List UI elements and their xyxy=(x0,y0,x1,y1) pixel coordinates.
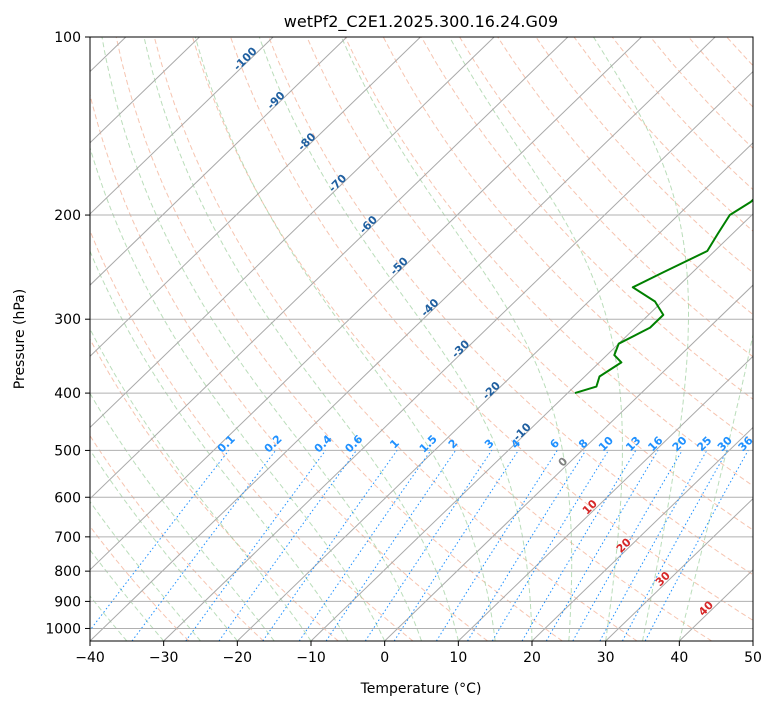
mixing-ratio-line xyxy=(325,450,457,641)
x-tick-label: −10 xyxy=(296,650,326,666)
isotherm-line xyxy=(90,37,642,571)
mixing-ratio-line xyxy=(298,450,432,641)
y-tick-label: 300 xyxy=(54,312,81,328)
isotherm-line xyxy=(236,142,753,641)
dry-adiabat xyxy=(497,37,753,316)
x-tick-label: −40 xyxy=(75,650,105,666)
dry-adiabat xyxy=(90,92,488,641)
y-tick-label: 700 xyxy=(54,530,81,546)
isotherm-line xyxy=(90,37,274,215)
dry-adiabat xyxy=(90,525,190,641)
x-tick-label: 50 xyxy=(744,650,762,666)
x-tick-label: 20 xyxy=(523,650,541,666)
isotherm-line xyxy=(90,37,569,500)
x-tick-label: 40 xyxy=(670,650,688,666)
moist-adiabat xyxy=(143,37,459,641)
moist-adiabat xyxy=(194,37,496,641)
isotherm-line xyxy=(90,37,716,641)
y-tick-label: 500 xyxy=(54,443,81,459)
plot-frame xyxy=(89,36,754,642)
chart-title: wetPf2_C2E1.2025.300.16.24.G09 xyxy=(284,12,558,32)
mixing-ratio-line xyxy=(621,450,728,641)
dry-adiabat xyxy=(192,37,712,641)
x-tick-label: 0 xyxy=(380,650,389,666)
moist-adiabat xyxy=(678,332,753,641)
dry-adiabats xyxy=(90,37,753,641)
x-axis-label: Temperature (°C) xyxy=(360,681,482,697)
moist-adiabat xyxy=(101,37,422,641)
mixing-ratio-line xyxy=(364,450,493,641)
x-tick-label: 30 xyxy=(597,650,615,666)
x-tick-label: −20 xyxy=(223,650,253,666)
isotherm-line xyxy=(384,284,753,641)
x-axis-ticks: −40 −30 −20 −10 0 10 20 30 40 50 xyxy=(75,641,762,666)
isotherm-line xyxy=(90,37,200,144)
y-axis-ticks: 100 200 300 400 500 600 700 800 900 1000 xyxy=(45,30,90,637)
mixing-ratio-lines xyxy=(90,450,749,641)
moist-adiabat xyxy=(258,37,533,641)
moist-adiabat xyxy=(340,37,573,641)
dry-adiabat xyxy=(306,37,753,531)
moist-adiabats xyxy=(90,37,753,641)
moist-adiabat xyxy=(449,37,623,641)
y-tick-label: 100 xyxy=(54,30,81,46)
isotherms xyxy=(90,37,753,641)
dewpoint-profile xyxy=(574,198,753,395)
mixing-ratio-line xyxy=(218,450,357,641)
y-tick-label: 900 xyxy=(54,594,81,610)
dry-adiabat xyxy=(90,337,339,641)
profiles xyxy=(574,198,753,395)
mixing-ratio-line xyxy=(393,450,519,641)
moist-adiabat xyxy=(90,146,386,641)
mixing-ratio-line xyxy=(131,450,277,641)
mixing-ratio-line xyxy=(262,450,398,641)
isotherm-line xyxy=(90,37,421,357)
dry-adiabat xyxy=(153,37,638,641)
isotherm-line xyxy=(310,213,753,641)
moist-adiabat xyxy=(593,37,689,641)
y-tick-label: 400 xyxy=(54,386,81,402)
mixing-ratio-line xyxy=(599,450,708,641)
isotherm-line xyxy=(605,497,753,641)
isobars xyxy=(90,37,753,629)
mixing-ratio-line xyxy=(185,450,327,641)
plot-content xyxy=(90,37,753,641)
dry-adiabat xyxy=(115,37,563,641)
isotherm-line xyxy=(90,37,495,429)
y-tick-label: 800 xyxy=(54,564,81,580)
isotherm-line xyxy=(457,355,753,641)
y-axis-label: Pressure (hPa) xyxy=(12,289,28,389)
dry-adiabat xyxy=(268,37,753,576)
y-tick-label: 600 xyxy=(54,490,81,506)
mixing-ratio-line xyxy=(467,450,587,641)
isotherm-line xyxy=(163,70,753,641)
mixing-ratio-line xyxy=(491,450,609,641)
x-tick-label: −30 xyxy=(149,650,179,666)
dry-adiabat xyxy=(344,37,753,487)
dry-adiabat xyxy=(420,37,753,400)
x-tick-label: 10 xyxy=(449,650,467,666)
isotherm-line xyxy=(531,426,753,641)
mixing-ratio-line xyxy=(644,450,749,641)
moist-adiabat xyxy=(90,249,349,641)
dry-adiabat xyxy=(90,434,264,641)
isotherm-line xyxy=(90,37,348,286)
y-tick-label: 1000 xyxy=(45,621,81,637)
y-tick-label: 200 xyxy=(54,208,81,224)
